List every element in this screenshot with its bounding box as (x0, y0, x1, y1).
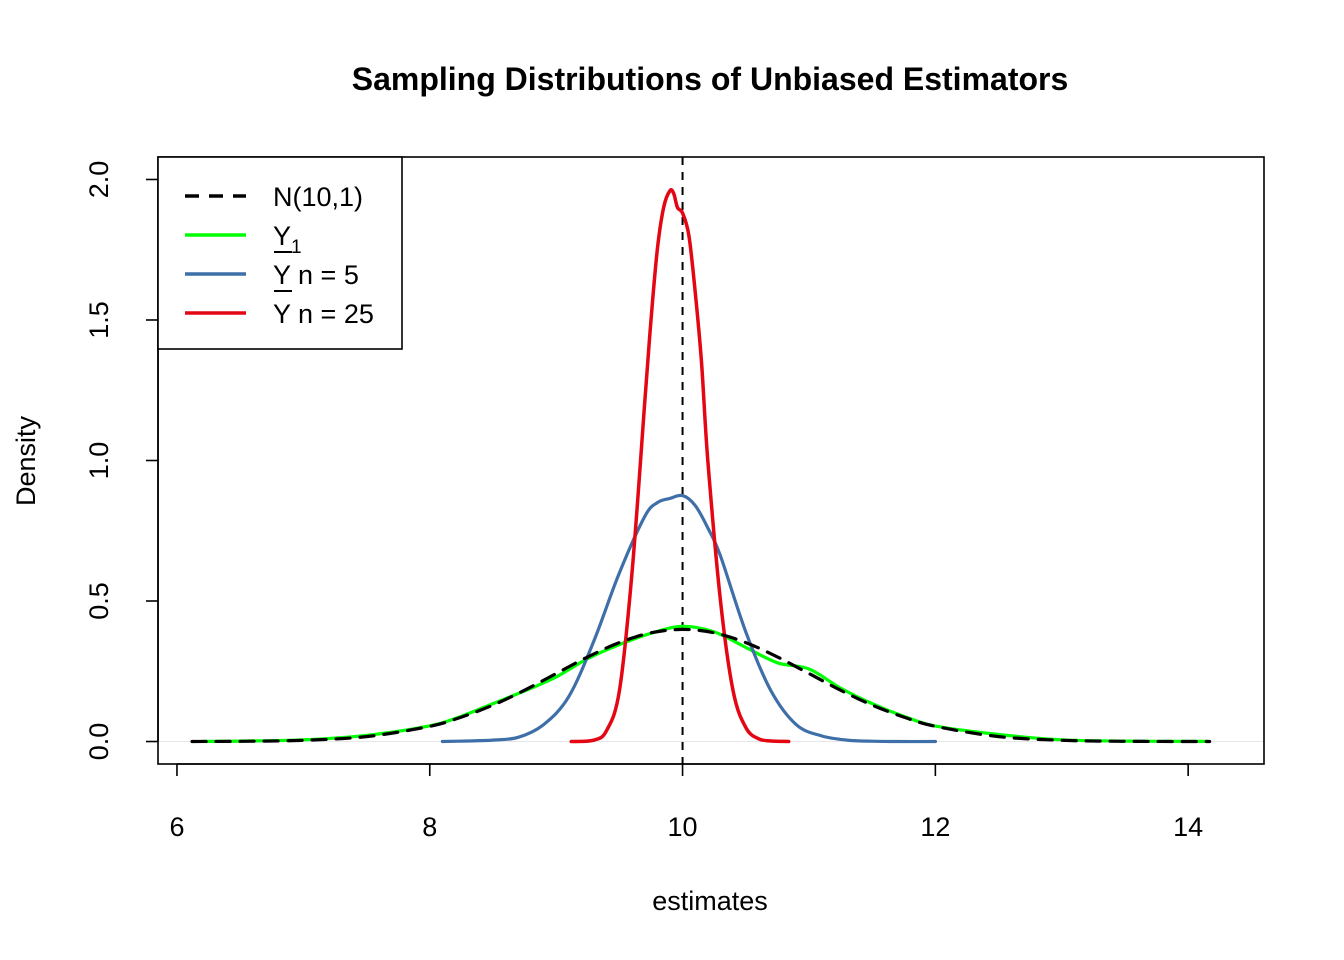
series-line-3 (569, 188, 791, 744)
chart-title: Sampling Distributions of Unbiased Estim… (352, 61, 1069, 97)
x-tick-label: 6 (169, 812, 184, 842)
legend-label-rest: n = 5 (291, 260, 359, 290)
series-lines (190, 188, 1212, 744)
x-tick-label: 12 (920, 812, 950, 842)
legend-label-main: Y (273, 260, 291, 290)
legend-label-main: N(10,1) (273, 182, 363, 212)
x-tick-label: 14 (1173, 812, 1203, 842)
legend-label-main: Y (273, 221, 291, 251)
x-axis: 6 8 10 12 14 (169, 763, 1203, 842)
series-line-2 (440, 493, 937, 744)
legend-label-3: Y n = 25 (273, 299, 374, 329)
legend-label-subscript: 1 (291, 237, 302, 258)
legend-label-rest: n = 25 (291, 299, 374, 329)
legend: N(10,1)Y1Y n = 5Y n = 25 (157, 156, 403, 350)
y-tick-label: 1.0 (84, 442, 114, 480)
y-tick-label: 0.5 (84, 582, 114, 620)
legend-label-0: N(10,1) (273, 182, 363, 212)
y-tick-label: 2.0 (84, 161, 114, 199)
series-line-0 (190, 627, 1212, 744)
y-tick-label: 0.0 (84, 723, 114, 761)
series-line-1 (200, 624, 1209, 743)
y-tick-label: 1.5 (84, 301, 114, 339)
y-axis-label: Density (11, 415, 41, 506)
legend-label-1: Y1 (273, 221, 302, 258)
x-tick-label: 8 (422, 812, 437, 842)
x-axis-label: estimates (652, 886, 768, 916)
legend-label-main: Y (273, 299, 291, 329)
y-axis: 0.0 0.5 1.0 1.5 2.0 (84, 161, 159, 761)
legend-label-2: Y n = 5 (273, 260, 359, 290)
x-tick-label: 10 (668, 812, 698, 842)
